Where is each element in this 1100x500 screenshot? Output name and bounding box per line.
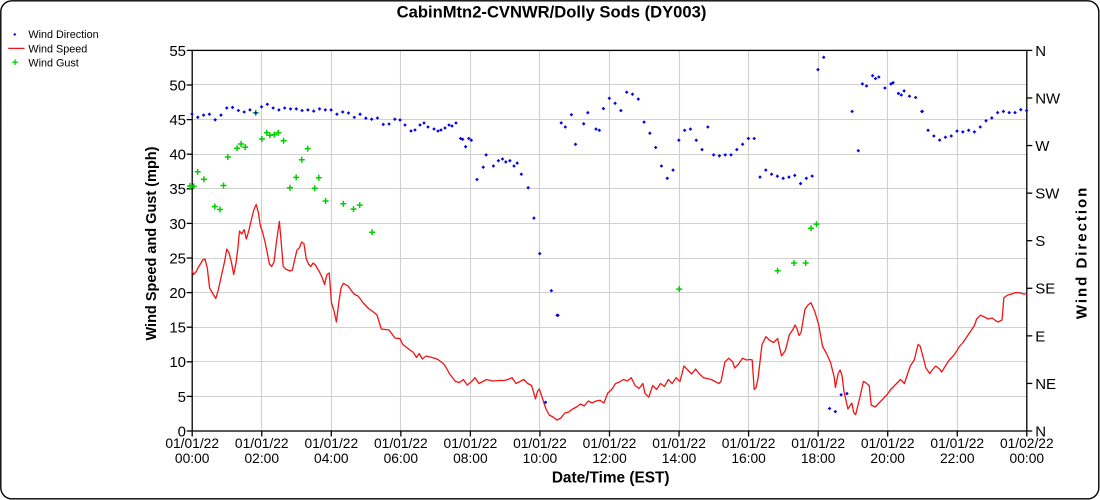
svg-text:01/01/22: 01/01/22 — [513, 436, 567, 451]
svg-text:E: E — [1035, 328, 1045, 345]
svg-text:01/01/22: 01/01/22 — [583, 436, 637, 451]
svg-text:01/01/22: 01/01/22 — [165, 436, 219, 451]
svg-text:10: 10 — [169, 354, 186, 371]
svg-text:Date/Time (EST): Date/Time (EST) — [552, 470, 670, 487]
svg-text:01/01/22: 01/01/22 — [374, 436, 428, 451]
svg-text:NE: NE — [1035, 376, 1056, 393]
svg-text:01/02/22: 01/02/22 — [1000, 436, 1054, 451]
svg-text:SE: SE — [1035, 281, 1055, 298]
svg-text:SW: SW — [1035, 186, 1060, 203]
svg-text:CabinMtn2-CVNWR/Dolly Sods (DY: CabinMtn2-CVNWR/Dolly Sods (DY003) — [397, 3, 707, 22]
svg-text:NW: NW — [1035, 90, 1061, 107]
svg-text:20:00: 20:00 — [870, 451, 905, 466]
svg-text:10:00: 10:00 — [523, 451, 558, 466]
svg-text:5: 5 — [178, 389, 186, 406]
svg-text:02:00: 02:00 — [244, 451, 279, 466]
svg-text:00:00: 00:00 — [175, 451, 210, 466]
svg-text:01/01/22: 01/01/22 — [791, 436, 845, 451]
svg-text:50: 50 — [169, 77, 186, 94]
svg-text:20: 20 — [169, 285, 186, 302]
svg-text:55: 55 — [169, 43, 186, 60]
svg-text:12:00: 12:00 — [592, 451, 627, 466]
svg-text:Wind Direction: Wind Direction — [28, 29, 98, 41]
svg-text:06:00: 06:00 — [384, 451, 419, 466]
svg-text:35: 35 — [169, 181, 186, 198]
svg-text:01/01/22: 01/01/22 — [861, 436, 915, 451]
svg-text:0: 0 — [178, 423, 186, 440]
svg-text:S: S — [1035, 233, 1045, 250]
svg-text:22:00: 22:00 — [940, 451, 975, 466]
svg-text:Wind Speed: Wind Speed — [28, 43, 87, 55]
svg-text:30: 30 — [169, 216, 186, 233]
svg-text:45: 45 — [169, 112, 186, 129]
svg-text:04:00: 04:00 — [314, 451, 349, 466]
svg-text:01/01/22: 01/01/22 — [304, 436, 358, 451]
svg-text:01/01/22: 01/01/22 — [444, 436, 498, 451]
svg-text:N: N — [1035, 423, 1046, 440]
svg-text:01/01/22: 01/01/22 — [235, 436, 289, 451]
svg-text:01/01/22: 01/01/22 — [722, 436, 776, 451]
svg-text:08:00: 08:00 — [453, 451, 488, 466]
svg-text:W: W — [1035, 138, 1050, 155]
svg-text:14:00: 14:00 — [662, 451, 697, 466]
svg-text:15: 15 — [169, 320, 186, 337]
svg-text:18:00: 18:00 — [801, 451, 836, 466]
svg-text:25: 25 — [169, 250, 186, 267]
svg-text:Wind Direction: Wind Direction — [1073, 188, 1090, 320]
svg-text:N: N — [1035, 43, 1046, 60]
svg-text:01/01/22: 01/01/22 — [930, 436, 984, 451]
svg-text:16:00: 16:00 — [731, 451, 766, 466]
svg-text:40: 40 — [169, 147, 186, 164]
svg-text:00:00: 00:00 — [1010, 451, 1045, 466]
svg-text:Wind Gust: Wind Gust — [28, 57, 78, 69]
svg-text:01/01/22: 01/01/22 — [652, 436, 706, 451]
svg-text:Wind Speed and Gust (mph): Wind Speed and Gust (mph) — [144, 146, 160, 340]
